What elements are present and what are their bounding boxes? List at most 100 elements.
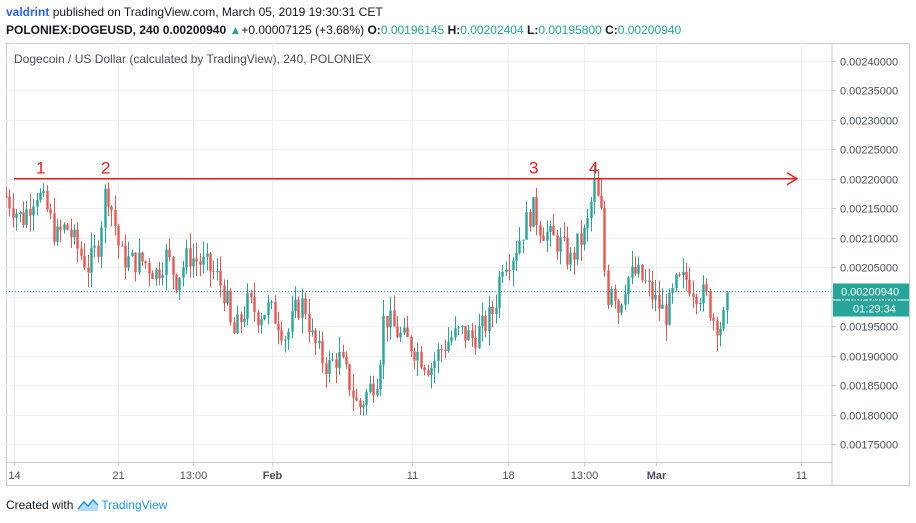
candle-body bbox=[233, 322, 236, 334]
candle-body bbox=[410, 337, 413, 352]
candle-body bbox=[362, 405, 365, 408]
candle-body bbox=[627, 277, 630, 295]
candle-body bbox=[178, 277, 181, 291]
candle-body bbox=[127, 256, 130, 268]
candle-body bbox=[440, 349, 443, 351]
candle-body bbox=[107, 188, 110, 207]
candle-body bbox=[576, 233, 579, 260]
candle-body bbox=[430, 368, 433, 376]
candle-body bbox=[93, 245, 96, 248]
candle-body bbox=[121, 245, 124, 247]
y-tick-label: 0.00235000 bbox=[840, 86, 898, 98]
candle-body bbox=[331, 359, 334, 361]
candle-body bbox=[678, 274, 681, 276]
y-tick-label: 0.00190000 bbox=[840, 352, 898, 364]
candle-body bbox=[369, 383, 372, 393]
candle-body bbox=[624, 294, 627, 305]
publish-info: published on TradingView.com, March 05, … bbox=[52, 5, 383, 19]
candle-body bbox=[471, 330, 474, 339]
candle-body bbox=[192, 258, 195, 267]
candle-body bbox=[151, 273, 154, 280]
candle-body bbox=[335, 359, 338, 368]
symbol-label: POLONIEX:DOGEUSD, 240 bbox=[6, 23, 160, 37]
candle-body bbox=[590, 201, 593, 219]
candle-body bbox=[39, 193, 42, 200]
candle-body bbox=[481, 315, 484, 327]
candle-body bbox=[539, 225, 542, 236]
x-tick-label: 18 bbox=[502, 470, 514, 482]
countdown-badge bbox=[833, 300, 909, 317]
candle-body bbox=[206, 253, 209, 257]
candle-body bbox=[352, 390, 355, 398]
candle-body bbox=[267, 302, 270, 316]
author-name[interactable]: valdrint bbox=[6, 5, 50, 19]
candle-body bbox=[566, 237, 569, 265]
candle-body bbox=[399, 332, 402, 338]
candle-body bbox=[338, 351, 341, 368]
candle-body bbox=[498, 276, 501, 308]
candle-body bbox=[325, 363, 328, 375]
candle-body bbox=[515, 252, 518, 261]
candle-body bbox=[716, 320, 719, 336]
candle-body bbox=[12, 208, 15, 218]
candle-body bbox=[501, 271, 504, 277]
candle-body bbox=[447, 341, 450, 351]
candle-body bbox=[161, 274, 164, 279]
candle-body bbox=[457, 327, 460, 329]
candle-body bbox=[291, 311, 294, 332]
candle-body bbox=[87, 267, 90, 273]
candle-body bbox=[202, 256, 205, 265]
candle-body bbox=[209, 253, 212, 272]
candle-body bbox=[648, 280, 651, 282]
grid-lines bbox=[6, 43, 832, 462]
y-tick-label: 0.00215000 bbox=[840, 204, 898, 216]
candle-body bbox=[345, 356, 348, 365]
candle-body bbox=[406, 327, 409, 338]
candle-body bbox=[529, 212, 532, 227]
candle-body bbox=[219, 270, 222, 286]
low-label: L: bbox=[526, 23, 539, 37]
tradingview-logo-icon bbox=[77, 498, 99, 511]
candle-body bbox=[155, 269, 158, 280]
candle-body bbox=[257, 312, 260, 326]
annotations: 1 2 3 4 bbox=[6, 159, 832, 292]
tradingview-link[interactable]: TradingView bbox=[101, 498, 168, 512]
candle-body bbox=[688, 279, 691, 294]
candle-body bbox=[651, 281, 654, 300]
candle-body bbox=[260, 319, 263, 326]
candle-body bbox=[563, 237, 566, 239]
candle-body bbox=[226, 290, 229, 304]
x-tick-label: Mar bbox=[647, 470, 667, 482]
candle-body bbox=[450, 337, 453, 342]
candle-body bbox=[318, 340, 321, 344]
candle-body bbox=[641, 265, 644, 281]
candle-body bbox=[223, 285, 226, 304]
candle-body bbox=[297, 299, 300, 318]
candle-body bbox=[583, 227, 586, 245]
candle-body bbox=[702, 284, 705, 304]
candle-body bbox=[376, 389, 379, 396]
candle-body bbox=[427, 370, 430, 376]
time-axis: 14 21 13:00 Feb 11 18 13:00 Mar 11 bbox=[6, 462, 832, 482]
candle-body bbox=[189, 248, 192, 267]
candle-body bbox=[134, 252, 137, 273]
candle-body bbox=[117, 225, 120, 246]
candle-body bbox=[705, 284, 708, 291]
candle-body bbox=[668, 292, 671, 325]
candle-body bbox=[22, 212, 25, 225]
y-tick-label: 0.00230000 bbox=[840, 116, 898, 128]
high-label: H: bbox=[447, 23, 461, 37]
candle-body bbox=[124, 245, 127, 268]
candle-body bbox=[665, 304, 668, 325]
candle-body bbox=[603, 207, 606, 271]
candle-body bbox=[56, 226, 59, 242]
y-tick-label: 0.00205000 bbox=[840, 263, 898, 275]
close-value: 0.00200940 bbox=[617, 23, 682, 37]
candle-body bbox=[658, 294, 661, 309]
last-price: 0.00200940 bbox=[162, 23, 227, 37]
candle-body bbox=[552, 225, 555, 236]
candle-body bbox=[631, 266, 634, 278]
candle-body bbox=[461, 326, 464, 328]
candle-body bbox=[243, 318, 246, 322]
